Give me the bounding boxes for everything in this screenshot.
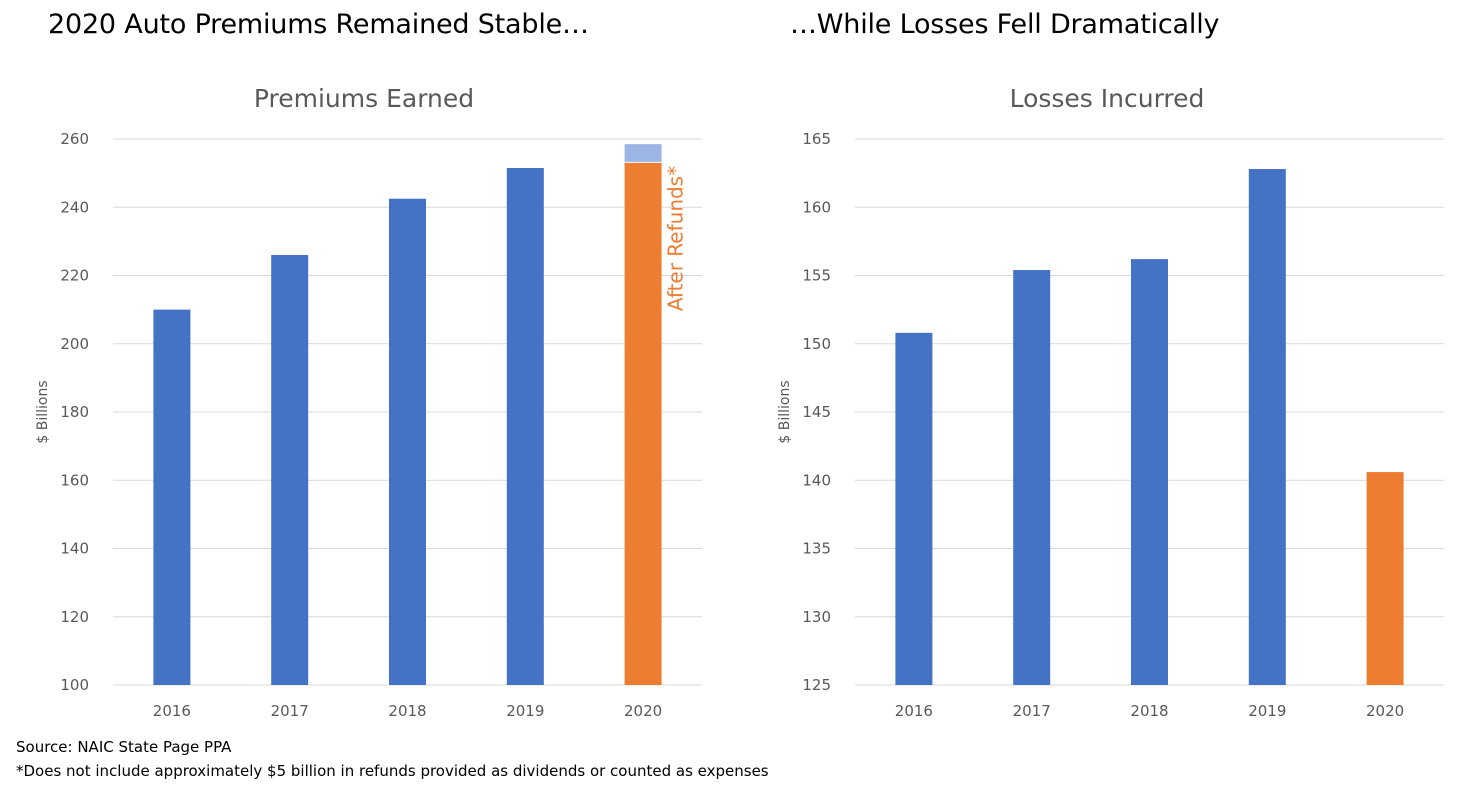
x-tick-label: 2019 (506, 702, 544, 720)
y-tick-label: 125 (802, 676, 831, 694)
y-tick-label: 220 (60, 267, 89, 285)
x-tick-label: 2020 (1366, 702, 1404, 720)
x-tick-label: 2018 (388, 702, 426, 720)
y-tick-label: 100 (60, 676, 89, 694)
chart-title: Premiums Earned (254, 84, 474, 113)
headline-premiums: 2020 Auto Premiums Remained Stable… (48, 9, 589, 40)
bar-2019 (1248, 169, 1286, 685)
y-tick-label: 135 (802, 540, 831, 558)
source-note: Source: NAIC State Page PPA (16, 738, 232, 756)
y-tick-label: 240 (60, 198, 89, 216)
chart-title: Losses Incurred (1010, 84, 1205, 113)
refund-segment-2020 (624, 144, 662, 162)
y-axis-label: $ Billions (777, 380, 793, 443)
x-tick-label: 2017 (1013, 702, 1051, 720)
bar-2020 (624, 162, 662, 685)
y-tick-label: 140 (802, 471, 831, 489)
y-tick-label: 160 (802, 198, 831, 216)
x-tick-label: 2019 (1248, 702, 1286, 720)
headline-losses: …While Losses Fell Dramatically (790, 9, 1220, 40)
bar-2020 (1366, 472, 1404, 685)
x-tick-label: 2017 (271, 702, 309, 720)
y-tick-label: 200 (60, 335, 89, 353)
bar-2019 (506, 168, 544, 686)
y-tick-label: 155 (802, 267, 831, 285)
y-tick-label: 145 (802, 403, 831, 421)
x-tick-label: 2020 (624, 702, 662, 720)
bar-2016 (895, 332, 933, 685)
y-tick-label: 120 (60, 608, 89, 626)
y-tick-label: 165 (802, 130, 831, 148)
y-tick-label: 260 (60, 130, 89, 148)
bar-2016 (153, 309, 191, 685)
y-tick-label: 130 (802, 608, 831, 626)
bar-2017 (1013, 270, 1051, 685)
x-tick-label: 2016 (153, 702, 191, 720)
after-refunds-label: After Refunds* (664, 166, 688, 311)
x-tick-label: 2016 (895, 702, 933, 720)
bar-2018 (1131, 259, 1168, 685)
y-axis-label: $ Billions (35, 380, 51, 443)
x-tick-label: 2018 (1130, 702, 1168, 720)
y-tick-label: 140 (60, 540, 89, 558)
bar-2018 (389, 198, 426, 685)
bar-2017 (271, 255, 309, 685)
y-tick-label: 160 (60, 471, 89, 489)
premiums-earned-chart: Premiums Earned 100 120 140 160 180 200 220 240 2… (35, 84, 702, 720)
refund-footnote: *Does not include approximately $5 billi… (16, 762, 769, 780)
losses-incurred-chart: Losses Incurred 125 130 135 140 145 150 155 160 1… (777, 84, 1444, 720)
y-tick-label: 150 (802, 335, 831, 353)
y-tick-label: 180 (60, 403, 89, 421)
